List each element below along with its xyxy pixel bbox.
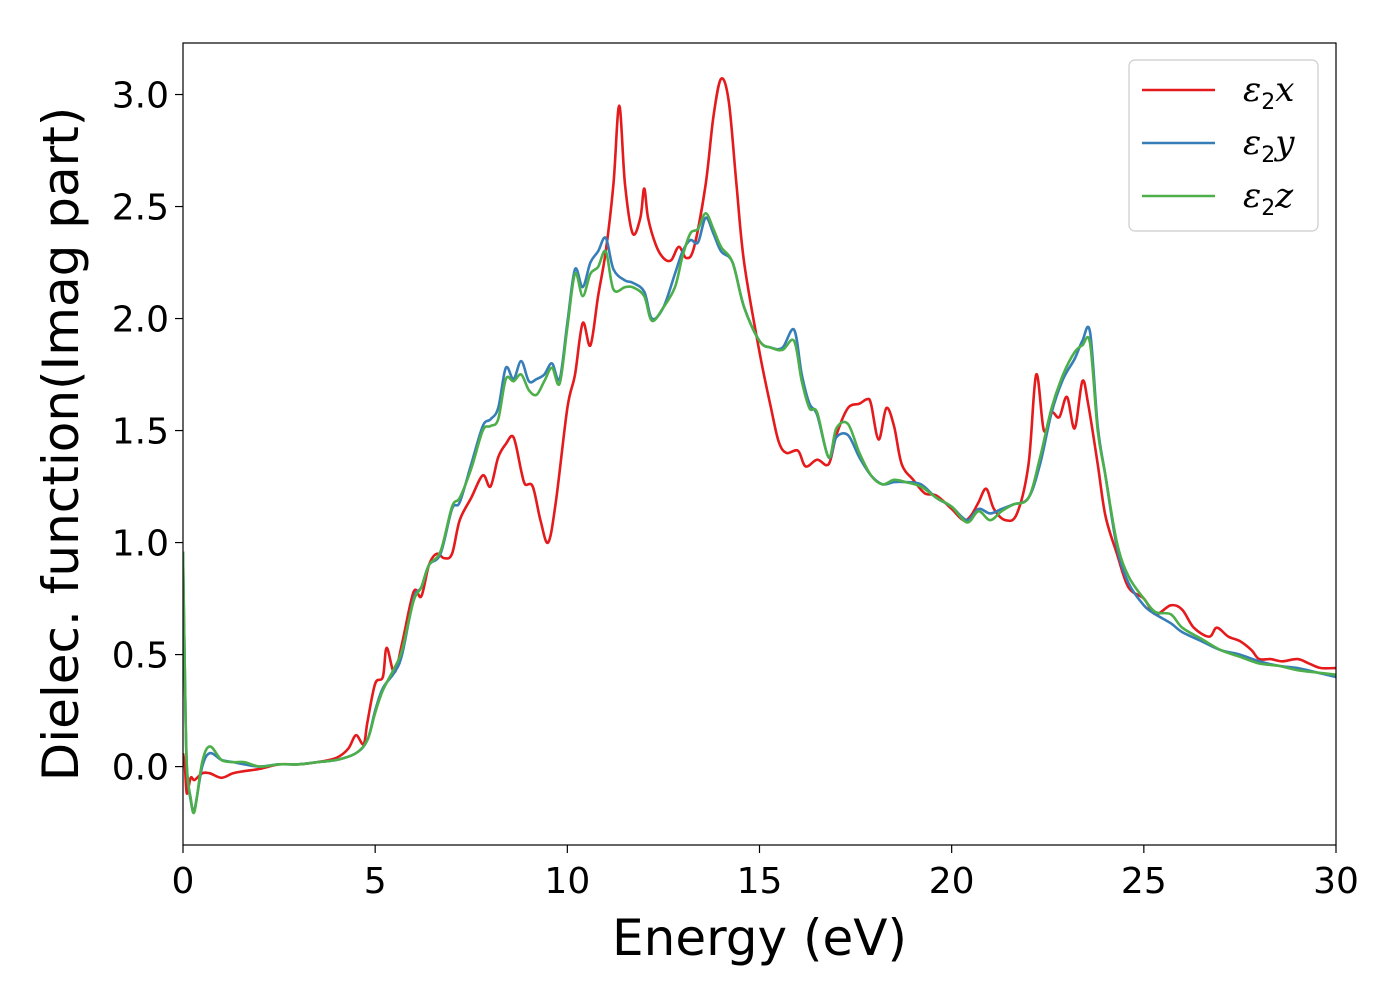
y-axis-title: Dielec. function(Imag part) (32, 107, 90, 782)
legend-label-z: ε2z (1243, 176, 1294, 221)
y-tick-label: 0.0 (112, 748, 169, 789)
series-line-y (183, 216, 1336, 813)
y-tick-label: 0.5 (112, 636, 169, 677)
legend-label-y: ε2y (1243, 123, 1295, 168)
x-tick-label: 25 (1121, 861, 1167, 902)
plot-lines (183, 77, 1336, 815)
x-axis-ticks: 0 5 10 15 20 25 30 (172, 845, 1359, 902)
x-tick-label: 10 (544, 861, 590, 902)
x-tick-label: 20 (929, 861, 975, 902)
y-tick-label: 2.5 (112, 188, 169, 229)
legend: ε2x ε2y ε2z (1128, 59, 1319, 232)
x-tick-label: 0 (172, 861, 195, 902)
y-tick-label: 3.0 (112, 76, 169, 117)
x-tick-label: 30 (1313, 861, 1359, 902)
y-tick-label: 2.0 (112, 300, 169, 341)
x-tick-label: 5 (364, 861, 387, 902)
y-tick-label: 1.0 (112, 524, 169, 565)
x-axis-title: Energy (eV) (612, 909, 907, 967)
legend-label-x: ε2x (1243, 70, 1294, 115)
x-tick-label: 15 (737, 861, 783, 902)
series-line-x (183, 77, 1336, 795)
legend-box (1128, 59, 1319, 232)
series-line-z (183, 211, 1336, 815)
y-tick-label: 1.5 (112, 412, 169, 453)
y-axis-ticks: 0.0 0.5 1.0 1.5 2.0 2.5 3.0 (112, 76, 183, 789)
